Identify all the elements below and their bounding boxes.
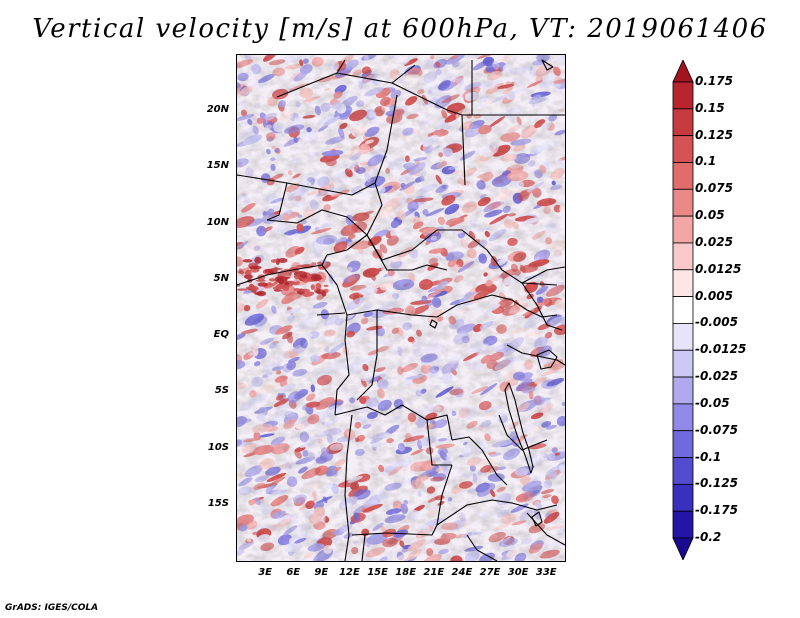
colorbar-tick-label: 0.175 <box>695 74 733 88</box>
lon-label: 12E <box>339 567 360 578</box>
colorbar-segment <box>672 323 694 351</box>
lat-label: 5S <box>214 385 229 397</box>
colorbar-tick-label: -0.05 <box>695 395 730 410</box>
colorbar-segment <box>672 457 694 485</box>
colorbar-tick-label: 0.05 <box>695 208 725 223</box>
colorbar-segment <box>672 376 694 405</box>
colorbar-segment <box>672 349 694 378</box>
lon-label: 27E <box>479 567 501 578</box>
map-panel <box>236 54 566 562</box>
colorbar-segment <box>672 242 694 271</box>
lon-label: 6E <box>286 567 301 578</box>
lon-label: 3E <box>258 567 272 578</box>
colorbar-tick-label: 0.075 <box>695 181 733 196</box>
colorbar-tick-label: 0.1 <box>695 154 717 169</box>
colorbar-tick-label: 0.025 <box>695 234 733 249</box>
colorbar-tick-label: -0.025 <box>695 369 738 384</box>
colorbar-tick-label: -0.0125 <box>695 342 747 357</box>
colorbar-segment <box>672 135 694 163</box>
colorbar-segment <box>672 430 694 458</box>
colorbar-segment <box>672 296 694 324</box>
colorbar-segment <box>672 269 694 297</box>
colorbar-segment <box>672 510 694 539</box>
lon-label: 33E <box>535 567 557 578</box>
colorbar-segment <box>672 537 694 560</box>
colorbar-segment <box>672 483 694 512</box>
lat-label: 20N <box>206 104 229 116</box>
colorbar-tick-label: -0.005 <box>695 315 738 330</box>
colorbar-segment <box>672 403 694 432</box>
chart-title: Vertical velocity [m/s] at 600hPa, VT: 2… <box>32 14 768 44</box>
colorbar-tick-label: -0.2 <box>695 530 722 544</box>
colorbar-tick-label: 0.15 <box>695 100 725 115</box>
colorbar-tick-label: 0.0125 <box>695 261 742 276</box>
colorbar-segment <box>672 215 694 244</box>
lat-label: 10S <box>207 441 229 453</box>
colorbar-tick-label: -0.075 <box>695 422 738 437</box>
lon-label: 9E <box>314 567 329 578</box>
colorbar-segment <box>672 162 694 190</box>
lon-label: 18E <box>395 567 417 578</box>
lat-label: 5N <box>213 272 229 284</box>
lon-label: 30E <box>507 567 529 578</box>
colorbar-segment <box>672 108 694 137</box>
lat-label: 10N <box>206 216 229 228</box>
lat-label: 15N <box>206 160 229 172</box>
colorbar-segment <box>672 60 694 83</box>
colorbar-tick-label: -0.125 <box>695 476 738 491</box>
colorbar-tick-label: 0.005 <box>695 288 733 303</box>
velocity-field <box>237 55 565 561</box>
colorbar-segment <box>672 81 694 110</box>
lat-label: EQ <box>213 329 229 341</box>
colorbar-tick-label: -0.175 <box>695 503 738 518</box>
lon-label: 15E <box>367 567 388 578</box>
grads-credit: GrADS: IGES/COLA <box>5 603 99 613</box>
lon-label: 21E <box>423 567 445 578</box>
colorbar-segment <box>672 188 694 217</box>
colorbar <box>672 60 694 560</box>
lon-label: 24E <box>451 567 473 578</box>
colorbar-tick-label: 0.125 <box>695 127 733 142</box>
lat-label: 15S <box>207 497 229 509</box>
colorbar-tick-label: -0.1 <box>695 449 722 464</box>
